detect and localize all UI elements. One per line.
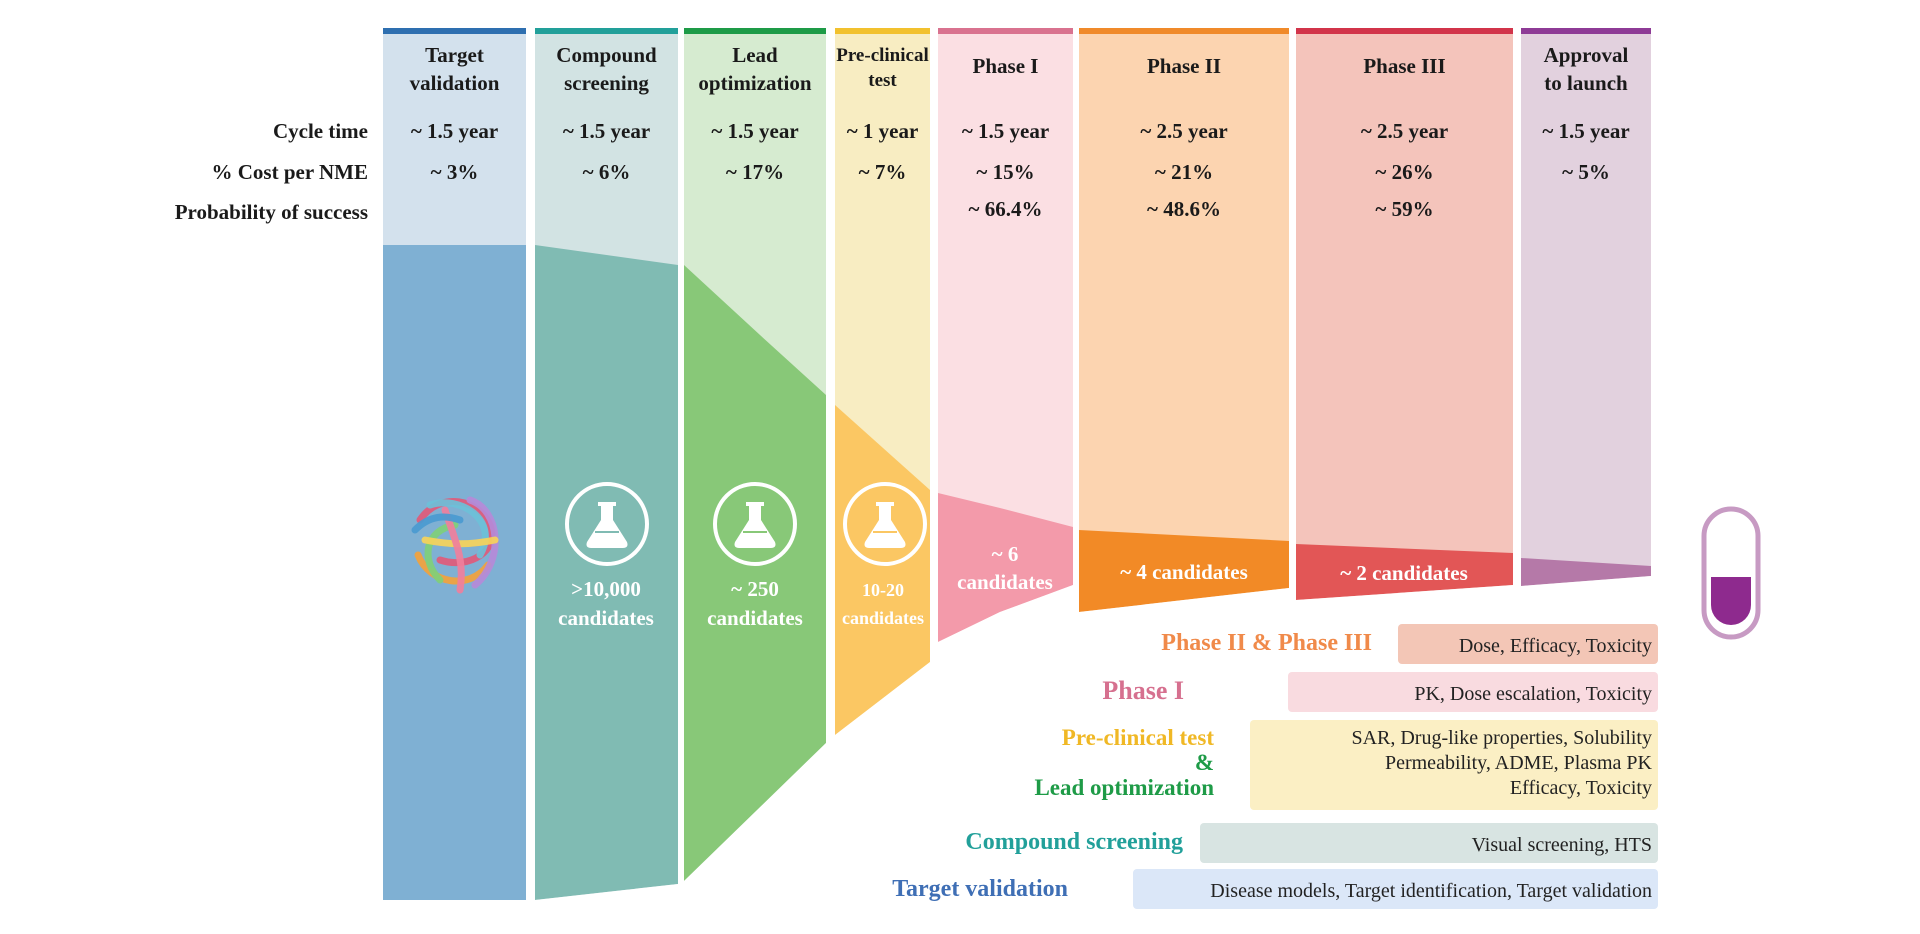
stage-color-band	[1521, 28, 1651, 34]
candidate-count-phase-1: candidates	[957, 570, 1053, 594]
cost-phase-1: ~ 15%	[976, 160, 1034, 184]
stage-color-band	[1079, 28, 1289, 34]
stage-color-band	[835, 28, 930, 34]
candidate-funnel-segment	[535, 245, 678, 900]
stage-header-approval: to launch	[1544, 71, 1628, 95]
probability-phase-3: ~ 59%	[1375, 197, 1433, 221]
stage-column-lead-optimization	[684, 28, 826, 900]
legend-detail-box	[1288, 672, 1658, 712]
legend-row-compound-screening: Compound screening Visual screening, HTS	[965, 823, 1658, 863]
legend-detail-box	[1200, 823, 1658, 863]
legend-detail-phase-2-3: Dose, Efficacy, Toxicity	[1459, 635, 1652, 657]
stage-header-lead-optimization: Lead	[732, 43, 778, 67]
legend-label-preclinical-lead: &	[1195, 750, 1214, 775]
cost-lead-optimization: ~ 17%	[726, 160, 784, 184]
row-label-probability: Probability of success	[175, 200, 368, 224]
cost-approval: ~ 5%	[1562, 160, 1610, 184]
legend-detail-preclinical-lead: SAR, Drug-like properties, Solubility	[1351, 727, 1652, 749]
candidate-count-lead-optimization: ~ 250	[731, 577, 779, 601]
stage-column-compound-screening	[535, 28, 678, 900]
candidate-count-phase-2: ~ 4 candidates	[1120, 560, 1248, 584]
legend-row-target-validation: Target validation Disease models, Target …	[892, 869, 1658, 909]
funnel-mask-2	[826, 642, 938, 934]
candidate-count-pre-clinical-test: candidates	[842, 608, 924, 628]
flask-icon	[565, 482, 649, 566]
stage-header-approval: Approval	[1544, 43, 1629, 67]
stage-header-compound-screening: screening	[564, 71, 649, 95]
row-label-cycle-time: Cycle time	[273, 119, 368, 143]
flask-icon	[843, 482, 927, 566]
cycle-time-lead-optimization: ~ 1.5 year	[711, 119, 798, 143]
cost-phase-2: ~ 21%	[1155, 160, 1213, 184]
legend-detail-preclinical-lead: Permeability, ADME, Plasma PK	[1385, 752, 1653, 774]
candidate-count-phase-1: ~ 6	[992, 542, 1019, 566]
stage-header-compound-screening: Compound	[556, 43, 657, 67]
legend-label-compound-screening: Compound screening	[965, 829, 1183, 855]
stage-color-band	[535, 28, 678, 34]
stage-color-band	[684, 28, 826, 34]
candidate-count-lead-optimization: candidates	[707, 606, 803, 630]
stage-color-band	[938, 28, 1073, 34]
cost-compound-screening: ~ 6%	[583, 160, 631, 184]
legend-row-phase-2-3: Phase II & Phase III Dose, Efficacy, Toxi…	[1161, 624, 1658, 664]
row-label-cost: % Cost per NME	[211, 160, 368, 184]
cycle-time-target-validation: ~ 1.5 year	[411, 119, 498, 143]
cycle-time-phase-3: ~ 2.5 year	[1361, 119, 1448, 143]
candidate-funnel-segment	[684, 265, 826, 881]
cycle-time-phase-2: ~ 2.5 year	[1140, 119, 1227, 143]
candidate-count-pre-clinical-test: 10-20	[862, 580, 904, 600]
stage-column-target-validation	[383, 28, 526, 900]
cycle-time-approval: ~ 1.5 year	[1542, 119, 1629, 143]
cycle-time-phase-1: ~ 1.5 year	[962, 119, 1049, 143]
candidate-funnel-segment	[1521, 558, 1651, 586]
stage-header-lead-optimization: optimization	[698, 71, 811, 95]
stage-color-band	[383, 28, 526, 34]
funnel-mask-4	[535, 884, 678, 934]
candidate-count-compound-screening: >10,000	[571, 577, 641, 601]
candidate-funnel-segment	[835, 405, 930, 735]
candidate-funnel-segment	[938, 493, 1073, 642]
candidate-funnel-segment	[1079, 530, 1289, 612]
candidate-funnel-segment	[1296, 544, 1513, 600]
legend-row-phase-1: Phase I PK, Dose escalation, Toxicity	[1102, 672, 1658, 712]
legend-detail-box	[1250, 720, 1658, 810]
protein-structure-icon	[411, 496, 499, 594]
legend-detail-preclinical-lead: Efficacy, Toxicity	[1510, 777, 1652, 799]
legend-label-preclinical-lead: Lead optimization	[1034, 775, 1214, 800]
flask-icon	[713, 482, 797, 566]
legend-detail-box	[1398, 624, 1658, 664]
legend-row-preclinical-lead: Pre-clinical test&Lead optimization SAR, …	[1034, 720, 1658, 810]
legend-label-phase-2-3: Phase II & Phase III	[1161, 630, 1372, 656]
cycle-time-pre-clinical-test: ~ 1 year	[847, 119, 919, 143]
probability-phase-1: ~ 66.4%	[969, 197, 1043, 221]
stage-color-band	[1296, 28, 1513, 34]
stage-header-target-validation: validation	[410, 71, 500, 95]
legend-label-preclinical-lead: Pre-clinical test	[1062, 725, 1215, 750]
funnel-mask-3	[684, 743, 826, 934]
cycle-time-compound-screening: ~ 1.5 year	[563, 119, 650, 143]
stage-header-target-validation: Target	[425, 43, 484, 67]
stage-header-phase-1: Phase I	[973, 54, 1039, 78]
cost-target-validation: ~ 3%	[431, 160, 479, 184]
cost-pre-clinical-test: ~ 7%	[859, 160, 907, 184]
candidate-funnel-segment	[383, 245, 526, 900]
legend-label-target-validation: Target validation	[892, 876, 1068, 902]
legend-detail-compound-screening: Visual screening, HTS	[1472, 834, 1652, 856]
stage-header-pre-clinical-test: Pre-clinical	[836, 45, 929, 66]
cost-phase-3: ~ 26%	[1375, 160, 1433, 184]
candidate-count-compound-screening: candidates	[558, 606, 654, 630]
stage-header-pre-clinical-test: test	[868, 70, 897, 91]
legend-detail-target-validation: Disease models, Target identification, T…	[1210, 880, 1652, 902]
legend-detail-phase-1: PK, Dose escalation, Toxicity	[1414, 683, 1652, 705]
legend-label-phase-1: Phase I	[1102, 676, 1184, 705]
stage-header-phase-3: Phase III	[1363, 54, 1445, 78]
legend-detail-box	[1133, 869, 1658, 909]
capsule-icon	[1701, 506, 1761, 640]
stage-header-phase-2: Phase II	[1147, 54, 1221, 78]
probability-phase-2: ~ 48.6%	[1147, 197, 1221, 221]
candidate-count-phase-3: ~ 2 candidates	[1340, 561, 1468, 585]
